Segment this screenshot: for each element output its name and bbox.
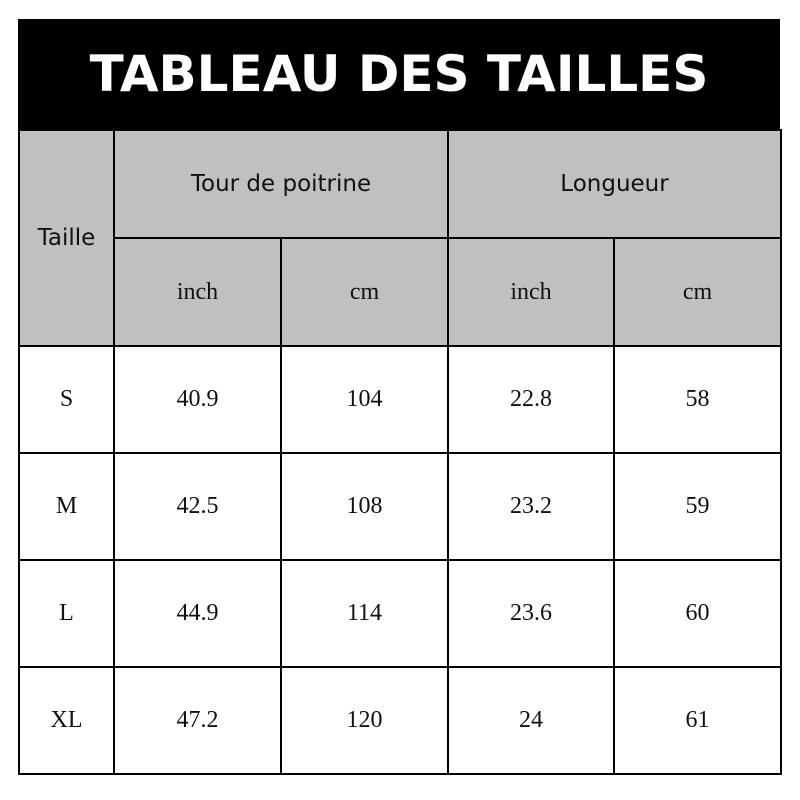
- value-cell: 104: [280, 345, 449, 454]
- value-cell: 47.2: [113, 666, 282, 775]
- size-cell: S: [18, 345, 115, 454]
- size-cell: XL: [18, 666, 115, 775]
- value-cell: 42.5: [113, 452, 282, 561]
- table-row: XL 47.2 120 24 61: [18, 666, 783, 775]
- value-cell: 23.6: [447, 559, 615, 668]
- table-row: M 42.5 108 23.2 59: [18, 452, 783, 561]
- length-header: Longueur: [446, 129, 783, 239]
- value-cell: 22.8: [447, 345, 615, 454]
- value-cell: 40.9: [113, 345, 282, 454]
- size-table: Taille Tour de poitrine Longueur inch cm…: [18, 129, 783, 775]
- value-cell: 44.9: [113, 559, 282, 668]
- chest-header: Tour de poitrine: [113, 129, 449, 239]
- value-cell: 114: [280, 559, 449, 668]
- unit-header: cm: [612, 237, 783, 347]
- size-chart: TABLEAU DES TAILLES Taille Tour de poitr…: [18, 19, 783, 775]
- unit-header: cm: [280, 237, 449, 347]
- chart-title: TABLEAU DES TAILLES: [18, 19, 780, 129]
- value-cell: 61: [612, 666, 783, 775]
- size-cell: M: [18, 452, 115, 561]
- value-cell: 120: [280, 666, 449, 775]
- value-cell: 58: [612, 345, 783, 454]
- value-cell: 59: [612, 452, 783, 561]
- value-cell: 108: [280, 452, 449, 561]
- unit-header: inch: [113, 237, 282, 347]
- size-header: Taille: [18, 129, 115, 347]
- value-cell: 23.2: [447, 452, 615, 561]
- table-row: S 40.9 104 22.8 58: [18, 345, 783, 454]
- table-row: L 44.9 114 23.6 60: [18, 559, 783, 668]
- value-cell: 24: [447, 666, 615, 775]
- size-cell: L: [18, 559, 115, 668]
- value-cell: 60: [612, 559, 783, 668]
- unit-header: inch: [447, 237, 615, 347]
